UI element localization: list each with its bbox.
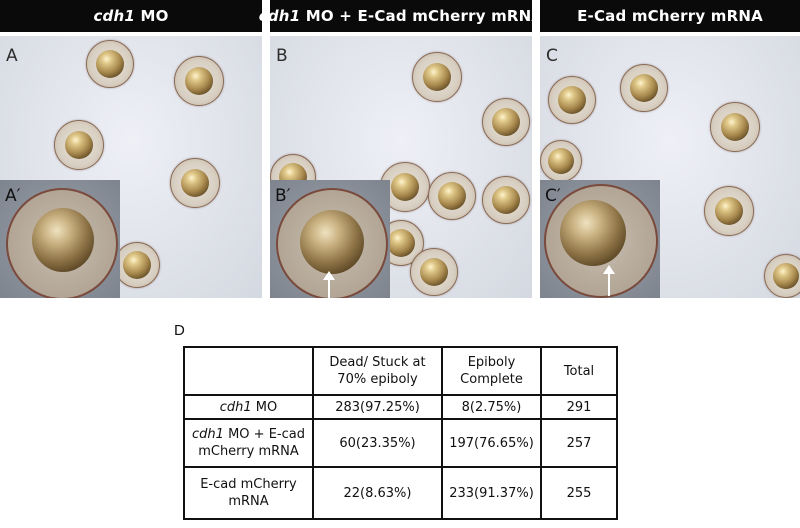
header-ecad-mrna: E-Cad mCherry mRNA	[540, 0, 800, 32]
dead-cell: 283(97.25%)	[312, 394, 443, 420]
embryo	[704, 186, 754, 236]
total-cell: 291	[540, 394, 618, 420]
row-name-text: E-cad mCherry mRNA	[200, 477, 297, 509]
header-italic: cdh1	[93, 7, 136, 25]
row-name-cell: cdh1 MO	[183, 394, 314, 420]
arrow-icon	[323, 271, 335, 298]
embryo	[428, 172, 476, 220]
embryo	[170, 158, 220, 208]
row-name-text: MO	[251, 399, 278, 415]
header-text: MO	[135, 7, 169, 25]
dead-cell: 22(8.63%)	[312, 466, 443, 520]
embryo	[710, 102, 760, 152]
complete-cell: 233(91.37%)	[441, 466, 542, 520]
inset-label: C′	[545, 186, 561, 206]
micrograph-panel-c: C C′	[540, 36, 800, 298]
panel-label: C	[546, 46, 558, 66]
table-row: E-cad mCherry mRNA 22(8.63%) 233(91.37%)…	[183, 466, 618, 520]
header-italic: cdh1	[258, 7, 301, 25]
dead-cell: 60(23.35%)	[312, 418, 443, 468]
panel-label-d: D	[174, 322, 185, 339]
table-header-cell: Epiboly Complete	[441, 346, 542, 396]
inset-c-prime: C′	[540, 180, 660, 298]
embryo	[620, 64, 668, 112]
table-header-cell	[183, 346, 314, 396]
header-text: MO + E-Cad mCherry mRNA	[300, 7, 544, 25]
total-cell: 257	[540, 418, 618, 468]
arrow-icon	[603, 265, 615, 296]
row-name-text: MO + E-cad mCherry mRNA	[198, 427, 310, 459]
panel-label: B	[276, 46, 288, 66]
embryo	[410, 248, 458, 296]
embryo	[54, 120, 104, 170]
table-row: cdh1 MO 283(97.25%) 8(2.75%) 291	[183, 394, 618, 420]
row-name-italic: cdh1	[219, 399, 252, 415]
header-cdh1-mo-rescue: cdh1 MO + E-Cad mCherry mRNA	[259, 0, 543, 32]
complete-cell: 197(76.65%)	[441, 418, 542, 468]
header-cdh1-mo: cdh1 MO	[0, 0, 262, 32]
embryo	[764, 254, 800, 298]
embryo	[380, 162, 430, 212]
total-cell: 255	[540, 466, 618, 520]
micrograph-panel-b: B B′	[270, 36, 532, 298]
inset-b-prime: B′	[270, 180, 390, 298]
row-name-italic: cdh1	[192, 427, 224, 442]
table-header-cell: Dead/ Stuck at 70% epiboly	[312, 346, 443, 396]
embryo	[86, 40, 134, 88]
embryo	[548, 76, 596, 124]
embryo	[540, 140, 582, 182]
embryo	[412, 52, 462, 102]
embryo-closeup	[6, 188, 118, 298]
results-table: Dead/ Stuck at 70% epiboly Epiboly Compl…	[183, 346, 618, 520]
embryo-closeup	[276, 188, 388, 298]
inset-a-prime: A′	[0, 180, 120, 298]
embryo	[482, 176, 530, 224]
complete-cell: 8(2.75%)	[441, 394, 542, 420]
inset-label: A′	[5, 186, 21, 206]
panel-label: A	[6, 46, 18, 66]
embryo	[114, 242, 160, 288]
embryo	[174, 56, 224, 106]
row-name-cell: E-cad mCherry mRNA	[183, 466, 314, 520]
row-name-cell: cdh1 MO + E-cad mCherry mRNA	[183, 418, 314, 468]
embryo	[482, 98, 530, 146]
inset-label: B′	[275, 186, 291, 206]
embryo-closeup	[544, 184, 658, 298]
table-row: cdh1 MO + E-cad mCherry mRNA 60(23.35%) …	[183, 418, 618, 468]
table-header-row: Dead/ Stuck at 70% epiboly Epiboly Compl…	[183, 346, 618, 396]
header-text: E-Cad mCherry mRNA	[577, 7, 763, 25]
table-header-cell: Total	[540, 346, 618, 396]
micrograph-panel-a: A A′	[0, 36, 262, 298]
